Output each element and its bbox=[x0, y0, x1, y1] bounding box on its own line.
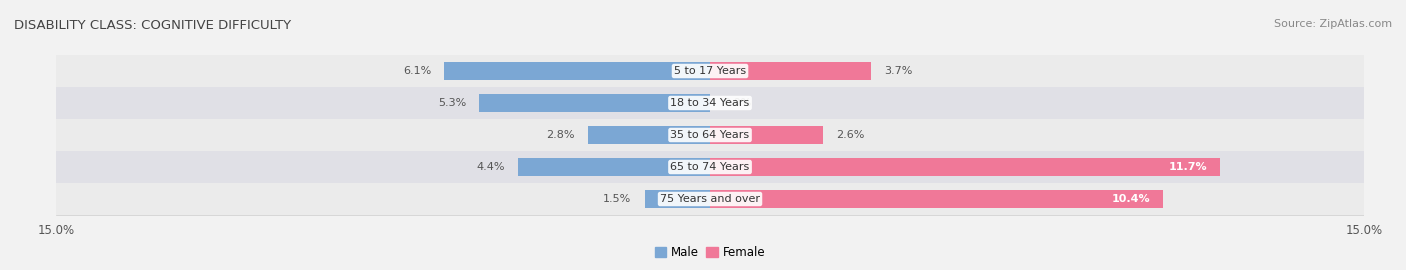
Text: 18 to 34 Years: 18 to 34 Years bbox=[671, 98, 749, 108]
Bar bbox=[56, 87, 1364, 119]
Text: 0.0%: 0.0% bbox=[723, 98, 751, 108]
Bar bbox=[479, 94, 710, 112]
Bar bbox=[56, 183, 1364, 215]
Bar bbox=[56, 55, 1364, 87]
Text: 5.3%: 5.3% bbox=[437, 98, 465, 108]
Bar bbox=[644, 190, 710, 208]
Text: 65 to 74 Years: 65 to 74 Years bbox=[671, 162, 749, 172]
Bar bbox=[710, 158, 1220, 176]
Text: 10.4%: 10.4% bbox=[1112, 194, 1150, 204]
Bar bbox=[519, 158, 710, 176]
Text: DISABILITY CLASS: COGNITIVE DIFFICULTY: DISABILITY CLASS: COGNITIVE DIFFICULTY bbox=[14, 19, 291, 32]
Text: 5 to 17 Years: 5 to 17 Years bbox=[673, 66, 747, 76]
Text: 11.7%: 11.7% bbox=[1168, 162, 1206, 172]
Bar bbox=[56, 119, 1364, 151]
Text: 35 to 64 Years: 35 to 64 Years bbox=[671, 130, 749, 140]
Text: 2.6%: 2.6% bbox=[837, 130, 865, 140]
Text: 2.8%: 2.8% bbox=[547, 130, 575, 140]
Bar bbox=[710, 62, 872, 80]
Text: Source: ZipAtlas.com: Source: ZipAtlas.com bbox=[1274, 19, 1392, 29]
Text: 1.5%: 1.5% bbox=[603, 194, 631, 204]
Bar bbox=[710, 126, 824, 144]
Bar bbox=[56, 151, 1364, 183]
Text: 3.7%: 3.7% bbox=[884, 66, 912, 76]
Text: 75 Years and over: 75 Years and over bbox=[659, 194, 761, 204]
Bar bbox=[710, 190, 1163, 208]
Text: 6.1%: 6.1% bbox=[404, 66, 432, 76]
Bar bbox=[588, 126, 710, 144]
Legend: Male, Female: Male, Female bbox=[650, 241, 770, 264]
Text: 4.4%: 4.4% bbox=[477, 162, 505, 172]
Bar bbox=[444, 62, 710, 80]
